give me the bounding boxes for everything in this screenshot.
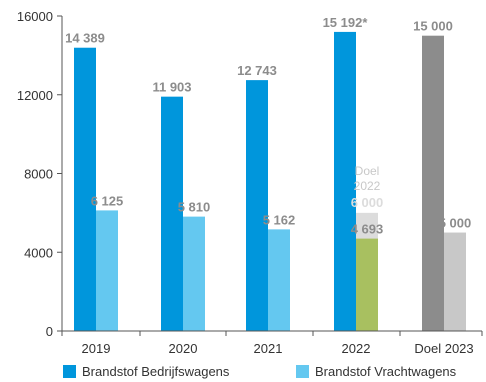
- bar: [246, 80, 268, 331]
- x-tick-label: 2021: [254, 341, 283, 356]
- x-axis: 2019 2020 2021 2022 Doel 2023: [61, 330, 483, 356]
- y-tick-label: 12000: [17, 88, 53, 103]
- x-tick-label: 2022: [342, 341, 371, 356]
- x-tick-label: 2019: [82, 341, 111, 356]
- legend-label: Brandstof Vrachtwagens: [315, 364, 457, 379]
- target-note-line2: 2022: [354, 179, 381, 193]
- bar-chart: 0 4000 8000 12000 16000 14 389 11 903 12 743 15…: [17, 9, 483, 356]
- bar: [422, 35, 444, 331]
- target-data-label: 6 000: [351, 195, 384, 210]
- bar: [356, 238, 378, 331]
- data-label: 6 125: [91, 193, 124, 208]
- legend-item-bedrijfswagens: Brandstof Bedrijfswagens: [63, 364, 229, 379]
- data-label: 4 693: [351, 222, 384, 237]
- x-tick-label: 2020: [169, 341, 198, 356]
- data-label: 14 389: [65, 31, 105, 46]
- y-tick-label: 8000: [24, 167, 53, 182]
- legend-swatch: [296, 365, 309, 378]
- y-axis: 0 4000 8000 12000 16000: [17, 9, 63, 339]
- data-label: 15 192*: [323, 15, 369, 30]
- bar: [444, 232, 466, 331]
- y-tick-label: 4000: [24, 245, 53, 260]
- y-tick-label: 0: [46, 324, 53, 339]
- data-label: 12 743: [237, 63, 277, 78]
- legend-item-vrachtwagens: Brandstof Vrachtwagens: [296, 364, 456, 379]
- y-tick-label: 16000: [17, 9, 53, 24]
- bars: [74, 31, 466, 332]
- bar: [161, 96, 183, 331]
- data-label: 5 810: [178, 200, 211, 215]
- data-label: 15 000: [413, 19, 453, 34]
- legend-swatch: [63, 365, 76, 378]
- bar: [268, 229, 290, 331]
- target-note-line1: Doel: [355, 164, 380, 178]
- bar: [96, 210, 118, 331]
- bar: [334, 31, 356, 331]
- data-label: 11 903: [152, 80, 191, 95]
- bar: [74, 47, 96, 332]
- data-label: 5 162: [263, 212, 296, 227]
- data-label: 5 000: [439, 216, 472, 231]
- data-labels: 14 389 11 903 12 743 15 192* 15 000 6 125 5 81…: [65, 15, 471, 237]
- legend-label: Brandstof Bedrijfswagens: [82, 364, 230, 379]
- x-tick-label: Doel 2023: [414, 341, 473, 356]
- bar: [183, 216, 205, 331]
